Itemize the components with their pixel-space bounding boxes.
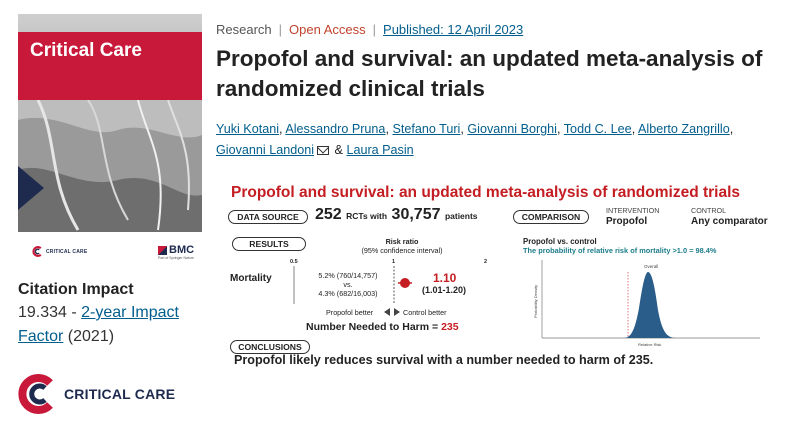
critical-care-small-logo: CRITICAL CARE [32, 246, 87, 257]
data-source-label: DATA SOURCE [228, 210, 308, 224]
impact-factor-link[interactable]: 2-year Impact [81, 304, 179, 321]
author-link[interactable]: Laura Pasin [346, 143, 414, 157]
data-source-summary: 252 RCTs with 30,757 patients [315, 206, 478, 223]
control-better-label: Control better [403, 308, 447, 317]
journal-cover-image[interactable]: Critical Care [18, 14, 202, 232]
cover-navy-triangle [18, 166, 44, 210]
author-link[interactable]: Alberto Zangrillo [638, 122, 730, 136]
density-y-label: Probability Density [533, 285, 538, 318]
comparison-label: COMPARISON [513, 210, 589, 224]
cover-title-band [18, 32, 202, 100]
density-title: Propofol vs. control [523, 237, 597, 246]
impact-factor-line-2: Factor (2021) [18, 328, 115, 345]
ci-label: (95% confidence interval) [361, 246, 443, 255]
author-link[interactable]: Yuki Kotani [216, 122, 280, 136]
author-separator: , [631, 122, 638, 136]
propofol-rate: 5.2% (760/14,757) [318, 271, 378, 280]
direction-arrows-icon [384, 308, 400, 316]
citation-impact-heading: Citation Impact [18, 281, 134, 298]
article-title: Propofol and survival: an updated meta-a… [216, 46, 763, 101]
density-curve [624, 272, 676, 338]
bmc-logo: BMC Part of Springer Nature [158, 244, 195, 260]
versus-label: vs. [343, 280, 353, 289]
article-meta: Research | Open Access | Published: 12 A… [216, 22, 523, 37]
author-separator: , [729, 122, 734, 136]
density-plot: Overall Relative Risk Probability Densit… [533, 260, 760, 347]
risk-ratio-ci: (1.01-1.20) [422, 285, 467, 295]
author-link[interactable]: Stefano Turi [392, 122, 461, 136]
forest-plot [293, 266, 412, 304]
publisher-logos: CRITICAL CARE BMC Part of Springer Natur… [18, 244, 202, 264]
results-label: RESULTS [232, 237, 306, 251]
email-icon[interactable] [317, 146, 330, 156]
author-link[interactable]: Giovanni Borghi [467, 122, 557, 136]
critical-care-logo-text: CRITICAL CARE [64, 386, 176, 402]
author-separator: , [460, 122, 468, 136]
control-rate: 4.3% (682/16,003) [318, 289, 378, 298]
critical-care-logo-icon [18, 374, 53, 414]
author-link[interactable]: Giovanni Landoni [216, 143, 315, 157]
author-separator: , [556, 122, 564, 136]
axis-tick-0-5: 0.5 [290, 259, 298, 265]
critical-care-logo[interactable]: CRITICAL CARE [18, 374, 175, 414]
author-separator: & [331, 143, 347, 157]
published-date-link[interactable]: Published: 12 April 2023 [383, 22, 524, 37]
author-link[interactable]: Todd C. Lee [563, 122, 632, 136]
forest-point-estimate [400, 278, 410, 288]
open-access-badge: Open Access [289, 22, 366, 37]
meta-divider: | [372, 22, 377, 37]
control-value: Any comparator [691, 216, 768, 227]
author-list: Yuki Kotani, Alessandro Pruna, Stefano T… [216, 119, 782, 161]
intervention-value: Propofol [606, 216, 648, 227]
bmc-mark-icon [158, 245, 167, 255]
abstract-title: Propofol and survival: an updated meta-a… [231, 184, 741, 201]
nnh-line: Number Needed to Harm = 235 [306, 321, 459, 333]
density-peak-label: Overall [644, 264, 658, 269]
impact-factor-link-2[interactable]: Factor [18, 328, 64, 345]
risk-ratio-value: 1.10 [433, 271, 457, 285]
conclusion-text: Propofol likely reduces survival with a … [234, 353, 654, 367]
intervention-label: INTERVENTION [606, 206, 660, 215]
graphical-abstract[interactable]: Propofol and survival: an updated meta-a… [222, 180, 782, 372]
density-subtitle: The probability of relative risk of mort… [523, 246, 717, 255]
article-type: Research [216, 22, 272, 37]
axis-tick-1: 1 [392, 259, 396, 265]
conclusions-label: CONCLUSIONS [230, 340, 310, 354]
meta-divider: | [278, 22, 283, 37]
risk-ratio-label: Risk ratio [385, 237, 419, 246]
cover-photo [18, 100, 202, 232]
author-separator: , [385, 122, 393, 136]
impact-factor-line: 19.334 - 2-year Impact [18, 304, 179, 321]
author-link[interactable]: Alessandro Pruna [285, 122, 386, 136]
author-separator: , [279, 122, 286, 136]
propofol-better-label: Propofol better [326, 308, 374, 317]
critical-care-mark-icon [32, 246, 42, 257]
outcome-label: Mortality [230, 273, 272, 284]
axis-tick-2: 2 [484, 259, 488, 265]
density-x-label: Relative Risk [638, 342, 661, 347]
cover-title: Critical Care [30, 40, 142, 61]
control-label: CONTROL [691, 206, 727, 215]
